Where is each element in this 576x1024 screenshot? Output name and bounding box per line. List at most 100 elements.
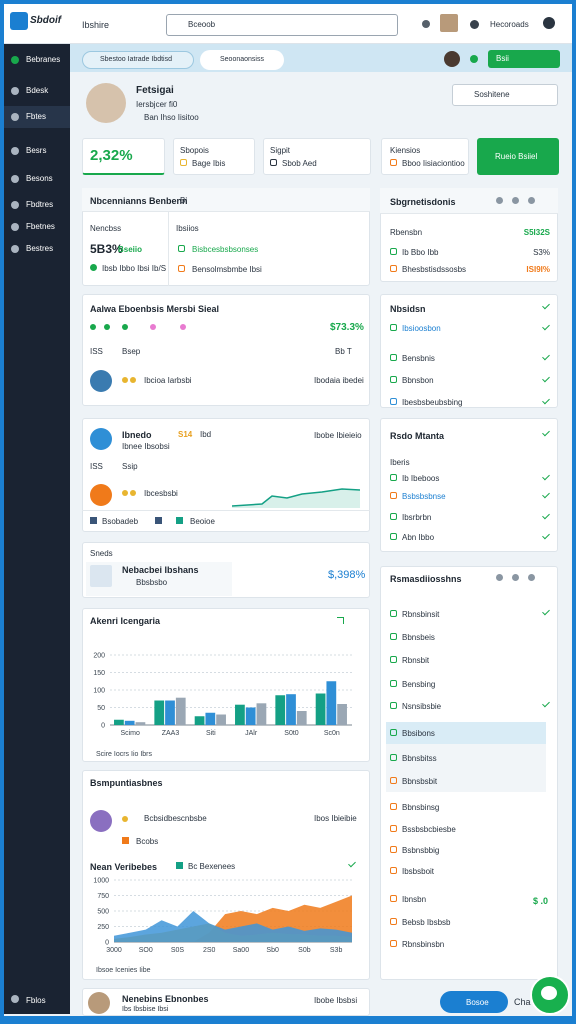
icon [390,474,397,481]
chat-label[interactable]: Cha [514,997,531,1007]
radar-item[interactable]: Ibsrbrbn [402,513,432,522]
row-label: ISS [90,347,103,356]
sidebar-footer[interactable]: Fblos [26,996,46,1005]
metric-sub: Bseiio [118,245,143,254]
stat-sub: Bage Ibis [192,159,226,168]
bar [337,704,347,725]
resource-item[interactable]: Nsnsibsbie [402,702,442,711]
resource-item[interactable]: Bebsb Ibsbsb [402,918,451,927]
x-tick-label: S0t0 [284,730,299,737]
radar-item[interactable]: Iberis [390,458,410,467]
card-title: Aalwa Eboenbsis Mersbi Sieal [90,304,220,314]
checklist-item[interactable]: Bbnsbon [402,376,434,385]
resource-item[interactable]: Rbnsbit [402,656,430,665]
icon [390,918,397,925]
sidebar-item[interactable]: Besrs [26,146,47,155]
bar [275,695,286,725]
resource-item[interactable]: Bssbsbcbiesbe [402,825,456,834]
bar [205,712,216,725]
x-tick-label: Scimo [120,730,140,737]
footer-button[interactable] [440,991,508,1013]
sidebar-item[interactable]: Bebranes [26,55,61,64]
icon [176,862,183,869]
search-placeholder: Bceoob [188,20,216,29]
filter-tab[interactable] [82,51,194,69]
sends-item-title: Nebacbei Ibshans [122,565,199,575]
sidebar-item[interactable]: Fbetnes [26,222,55,231]
person-date: Ibodaia ibedei [314,376,364,385]
icon [270,159,277,166]
stat-card [82,138,165,175]
search-pill[interactable] [200,50,284,70]
bar [124,720,135,725]
sidebar-active [4,106,70,128]
resource-item[interactable]: Bsbnsbbig [402,846,440,855]
chart-card [82,608,370,762]
sidebar-item[interactable]: Besons [26,174,53,183]
icon [496,197,503,204]
icon [180,159,187,166]
sidebar-item[interactable]: Bestres [26,244,54,253]
x-tick-label: Sb0 [266,947,279,954]
icon [390,633,397,640]
sidebar-item[interactable]: Fbdtres [26,200,54,209]
row-label: Ssip [122,462,138,471]
page-title: Ibshire [82,20,110,30]
row-label: Bsep [122,347,141,356]
icon [155,517,162,524]
icon [178,245,185,252]
legend-item: Nean Veribebes [90,862,158,872]
resource-item[interactable]: Rbnsbinsbn [402,940,445,949]
checklist-item[interactable]: Ibesbsbeubsbing [402,398,463,407]
icon [390,513,397,520]
icon [11,113,19,121]
radar-item[interactable]: Ib Ibeboos [402,474,440,483]
avatar [90,484,112,506]
row-label: Bcobs [136,837,159,846]
chart: 0 50 100 150 200 Scimo ZAA3 Siti JAlr S0t0 Sc0n Sci… [93,653,352,758]
icon [176,517,183,524]
y-tick-label: 0 [105,940,109,947]
x-tick-label: Sa00 [233,947,249,954]
brand-logo [10,12,28,30]
profile-search[interactable] [452,84,558,106]
y-tick-label: 500 [97,909,109,916]
filter-label: Sbestoo Iatrade Ibdtisd [100,56,172,63]
resource-item[interactable]: Bbnsbsbit [402,777,438,786]
resource-item[interactable]: Bbnsbinsg [402,803,440,812]
resource-item[interactable]: Rbnsbinsit [402,610,440,619]
checklist-item[interactable]: Ibsioosbon [402,324,441,333]
search-box[interactable] [166,14,398,36]
bar [286,694,296,725]
item-icon [90,565,112,587]
list-item: Bisbcesbsbsonses [192,245,259,254]
icon [390,940,397,947]
icon [11,175,19,183]
card-title: Nbsidsn [390,304,426,314]
toolbar-button[interactable] [488,50,560,68]
row-label: ISS [90,462,103,471]
stat-sub: Bboo Iisiaciontioo [402,159,465,168]
checklist-item[interactable]: Bensbnis [402,354,435,363]
footer-button-label[interactable]: Bosoe [466,998,489,1007]
search-pill-label: Seoonaonsiss [220,56,264,63]
action-button[interactable] [477,138,559,175]
icon [528,574,535,581]
icon [390,533,397,540]
radar-item[interactable]: Abn Ibbo [402,533,435,542]
resource-item[interactable]: Bensbing [402,680,436,689]
resource-item[interactable]: Ibsbsboit [402,867,435,876]
resource-item[interactable]: Bbnsbitss [402,754,437,763]
resource-item[interactable]: Bbnsbeis [402,633,435,642]
icon [122,837,129,844]
resource-item[interactable]: Ibnsbn [402,895,427,904]
sidebar-item[interactable]: Bdesk [26,86,49,95]
sidebar-item[interactable]: Fbtes [26,112,47,121]
x-tick-label: ZAA3 [162,730,180,737]
divider [168,212,169,286]
y-tick-label: 1000 [93,878,109,885]
icon [122,324,128,330]
account-name[interactable]: Hecoroads [490,20,529,29]
radar-item[interactable]: Bsbsbsbnse [402,492,446,501]
resource-item[interactable]: Bbsibons [402,729,435,738]
